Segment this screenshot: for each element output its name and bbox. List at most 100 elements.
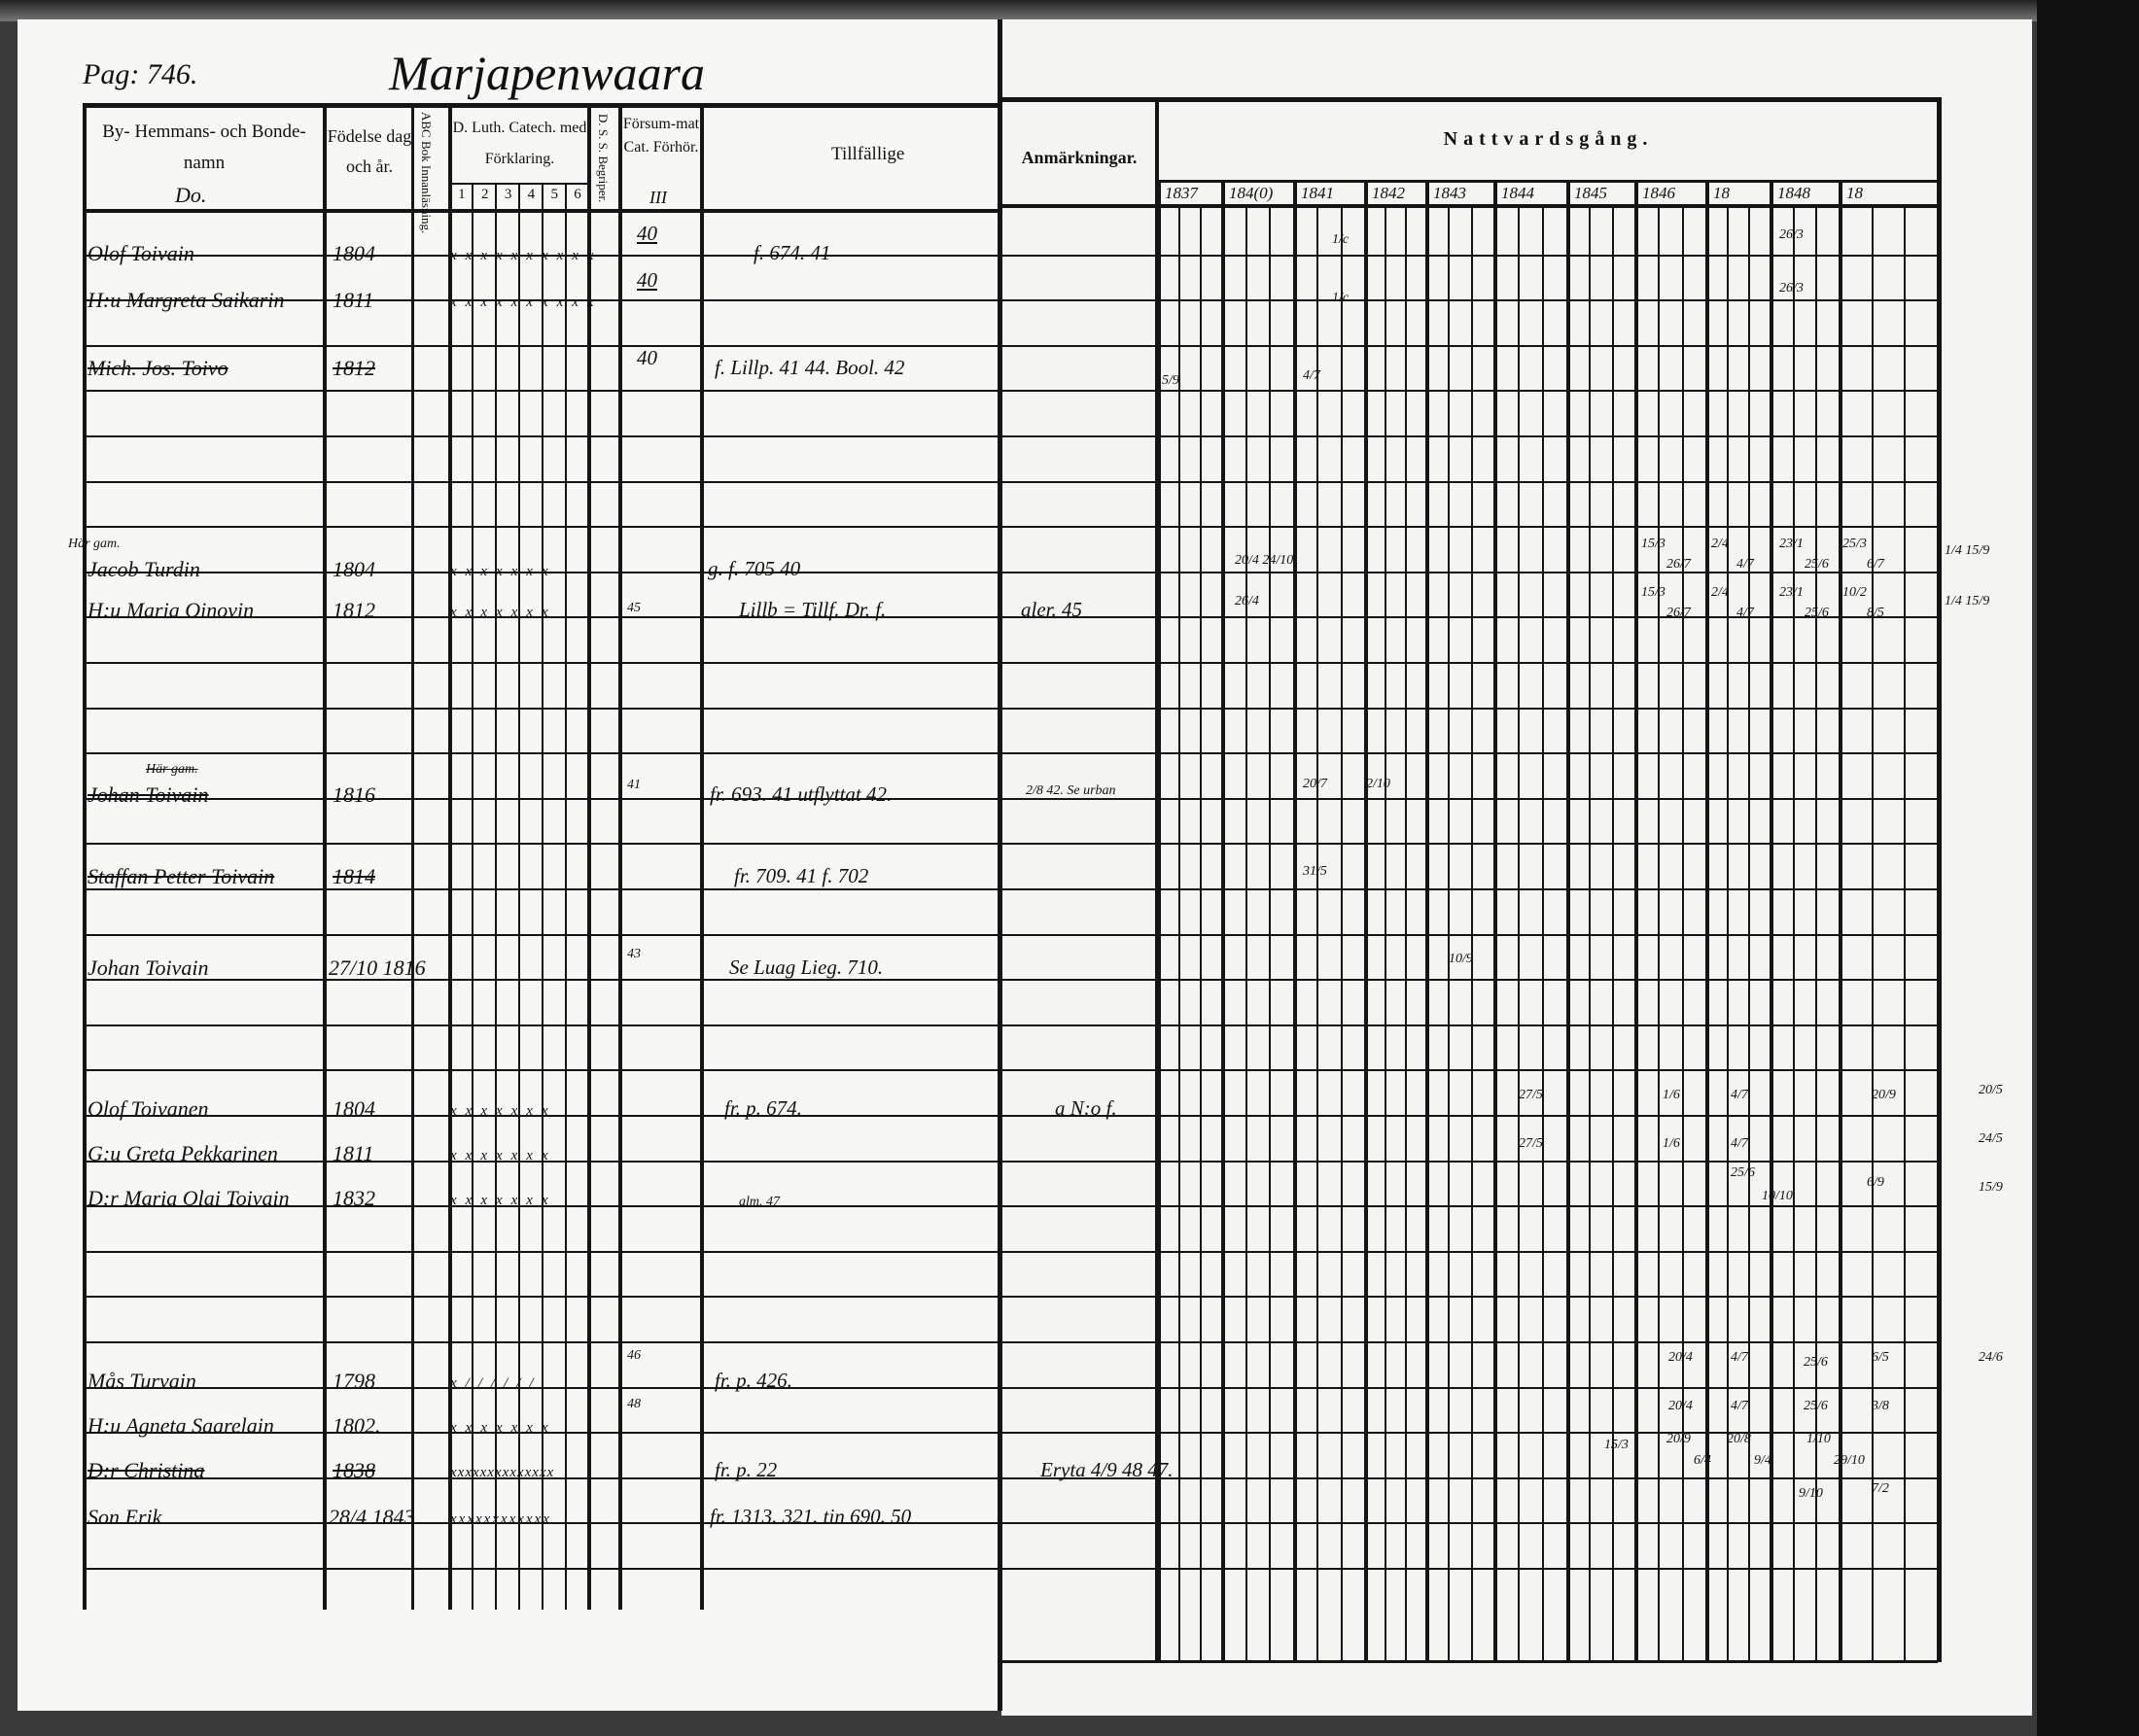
neglected-year: 41 [627,778,641,792]
communion-date-mark: 15/9 [1979,1180,2003,1195]
ruling-line [1002,204,1938,208]
ruling-line [1002,1296,1938,1299]
header-neglected-note: III [649,188,667,207]
ruling-line [1792,204,1795,1660]
ruling-line [1871,204,1874,1660]
ruling-line [448,103,452,1610]
catechism-col: 5 [550,187,558,202]
communion-date-mark: 15/3 [1641,537,1666,551]
ruling-line [1658,204,1661,1660]
communion-date-mark: 25/3 [1842,537,1867,551]
birth-date: 1838 [333,1458,375,1482]
ruling-line [1002,571,1938,573]
communion-date-mark: 25/6 [1805,606,1829,620]
communion-date-mark: 20/5 [1979,1083,2003,1097]
catechism-marks: x////// [450,1375,543,1391]
ruling-line [1002,888,1938,890]
communion-date-mark: 7/2 [1872,1481,1889,1496]
communion-date-mark: 20/4 24/10 [1235,553,1294,568]
person-name: Johan Toivain [88,782,209,807]
communion-date-mark: 24/5 [1979,1131,2003,1146]
communion-date-mark: 26/7 [1666,606,1691,620]
header-abc: ABC Bok Innanläsning. [418,112,434,234]
communion-date-mark: 8/5 [1867,606,1884,620]
catechism-col: 6 [574,187,581,202]
scan-edge [0,0,2139,21]
communion-date-mark: 31/5 [1303,864,1327,879]
communion-date-mark: 1/c [1332,291,1350,305]
communion-date-mark: 1/c [1332,232,1350,247]
communion-date-mark: 25/6 [1731,1165,1755,1180]
catechism-marks: xxxxxxx [450,605,557,620]
ruling-line [1002,843,1938,846]
year-label: 1845 [1574,184,1607,202]
village-title: Marjapenwaara [389,46,705,100]
tillfallige-note: Se Luag Lieg. 710. [729,955,884,979]
catechism-marks: xxxxxxxxxx [450,248,603,263]
anmarkning-note: Eryta 4/9 48 47. [1040,1458,1174,1481]
tillfallige-note: f. 674. 41 [754,241,831,264]
ruling-line [1002,97,1938,102]
year-label: 18 [1846,184,1863,202]
catechism-marks: xxxxxxx [450,1193,557,1208]
entry-prefix: Här gam. [146,762,198,777]
year-label: 1848 [1777,184,1810,202]
ruling-line [542,185,544,1610]
year-label: 184(0) [1229,184,1274,202]
header-nattvardsgang: Nattvardsgång. [1443,128,1654,150]
ruling-line [1002,1024,1938,1026]
communion-date-mark: 6/5 [1872,1350,1889,1365]
ruling-line [448,183,589,185]
ruling-line [1002,1069,1938,1072]
person-name: Jacob Turdin [88,557,200,581]
birth-date: 28/4 1843 [329,1505,415,1529]
neglected-year: 40 [637,346,657,369]
book-binding-edge [2037,0,2139,1736]
ruling-line [1002,299,1938,302]
ruling-line [1589,204,1592,1660]
ruling-line [1904,204,1907,1660]
tillfallige-note: fr. p. 22 [715,1458,778,1481]
ruling-line [1634,180,1638,1660]
communion-date-mark: 20/7 [1303,777,1327,791]
catechism-marks: xxxxxxx [450,1103,557,1119]
communion-date-mark: 1/10 [1806,1432,1831,1446]
ruling-line [1002,254,1938,257]
ruling-line [1002,390,1938,393]
ruling-line [1002,797,1938,800]
catechism-col: 4 [527,187,536,202]
communion-date-mark: 26/3 [1779,281,1804,295]
ruling-line [1364,180,1368,1660]
communion-date-mark: 26/7 [1666,557,1691,572]
anmarkning-note: a N:o f. [1055,1096,1117,1120]
tillfallige-note: Lillb = Tillf. Dr. f. [739,598,887,621]
entry-prefix: Här gam. [68,537,121,551]
communion-date-mark: 2/4 [1711,537,1729,551]
person-name: H:u Maria Oinovin [88,598,255,622]
ruling-line [1448,204,1451,1660]
ruling-line [1705,180,1709,1660]
birth-date: 1804 [333,557,375,581]
ruling-line [1839,180,1842,1660]
ruling-line [1425,180,1429,1660]
neglected-year: 40 [637,222,657,245]
ruling-line [1493,180,1497,1660]
communion-date-mark: 4/7 [1303,368,1320,383]
person-name: D:r Maria Olai Toivain [88,1186,290,1210]
ruling-line [1002,435,1938,437]
ruling-line [1002,662,1938,664]
ruling-line [1405,204,1407,1660]
ruling-line [1002,979,1938,982]
neglected-year: 43 [627,947,641,961]
person-name: H:u Agneta Saarelain [88,1413,274,1438]
ruling-line [1681,204,1684,1660]
ruling-line [518,185,520,1610]
header-catechism: D. Luth. Catech. med Förklaring. [452,120,587,167]
year-label: 1846 [1642,184,1675,202]
ruling-line [618,103,622,1610]
ruling-line [1178,204,1180,1660]
communion-date-mark: 26/3 [1779,227,1804,242]
year-label: 1837 [1165,184,1198,202]
communion-date-mark: 1/4 15/9 [1945,594,1990,608]
ruling-line [700,103,704,1610]
